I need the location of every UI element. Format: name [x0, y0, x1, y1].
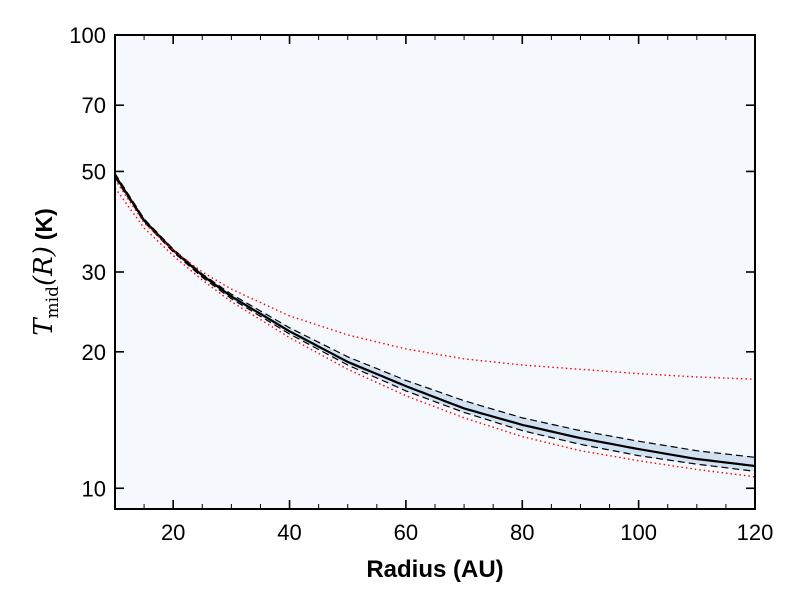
- axis-ticks: 20 40 60 80 100 120 10 20 30 50 70 100: [69, 23, 773, 545]
- y-tick-label: 30: [82, 260, 106, 285]
- y-axis-unit: (K): [31, 208, 57, 240]
- x-tick-label: 80: [510, 520, 534, 545]
- y-axis-symbol: T: [29, 317, 59, 336]
- y-tick-label: 20: [82, 340, 106, 365]
- series-line-1-solid: [114, 174, 756, 468]
- x-tick-label: 40: [277, 520, 301, 545]
- x-axis-title: Radius (AU): [366, 556, 503, 583]
- series-group: [114, 173, 756, 478]
- y-tick-label: 70: [82, 93, 106, 118]
- x-tick-label: 60: [394, 520, 418, 545]
- x-tick-label: 120: [737, 520, 774, 545]
- y-tick-label: 100: [69, 23, 106, 48]
- plot-background: [115, 35, 755, 509]
- y-axis-title: Tmid(R) (K): [29, 208, 63, 336]
- x-tick-label: 100: [620, 520, 657, 545]
- series-line-5-dotted: [114, 187, 756, 478]
- series-line-3-dashed: [114, 177, 756, 472]
- y-tick-label: 50: [82, 159, 106, 184]
- y-axis-argument: (R): [29, 246, 59, 286]
- series-line-4-dotted: [114, 179, 756, 380]
- y-axis-subscript: mid: [43, 286, 63, 319]
- x-tick-label: 20: [161, 520, 185, 545]
- y-tick-label: 10: [82, 476, 106, 501]
- series-line-2-dashed: [114, 173, 756, 458]
